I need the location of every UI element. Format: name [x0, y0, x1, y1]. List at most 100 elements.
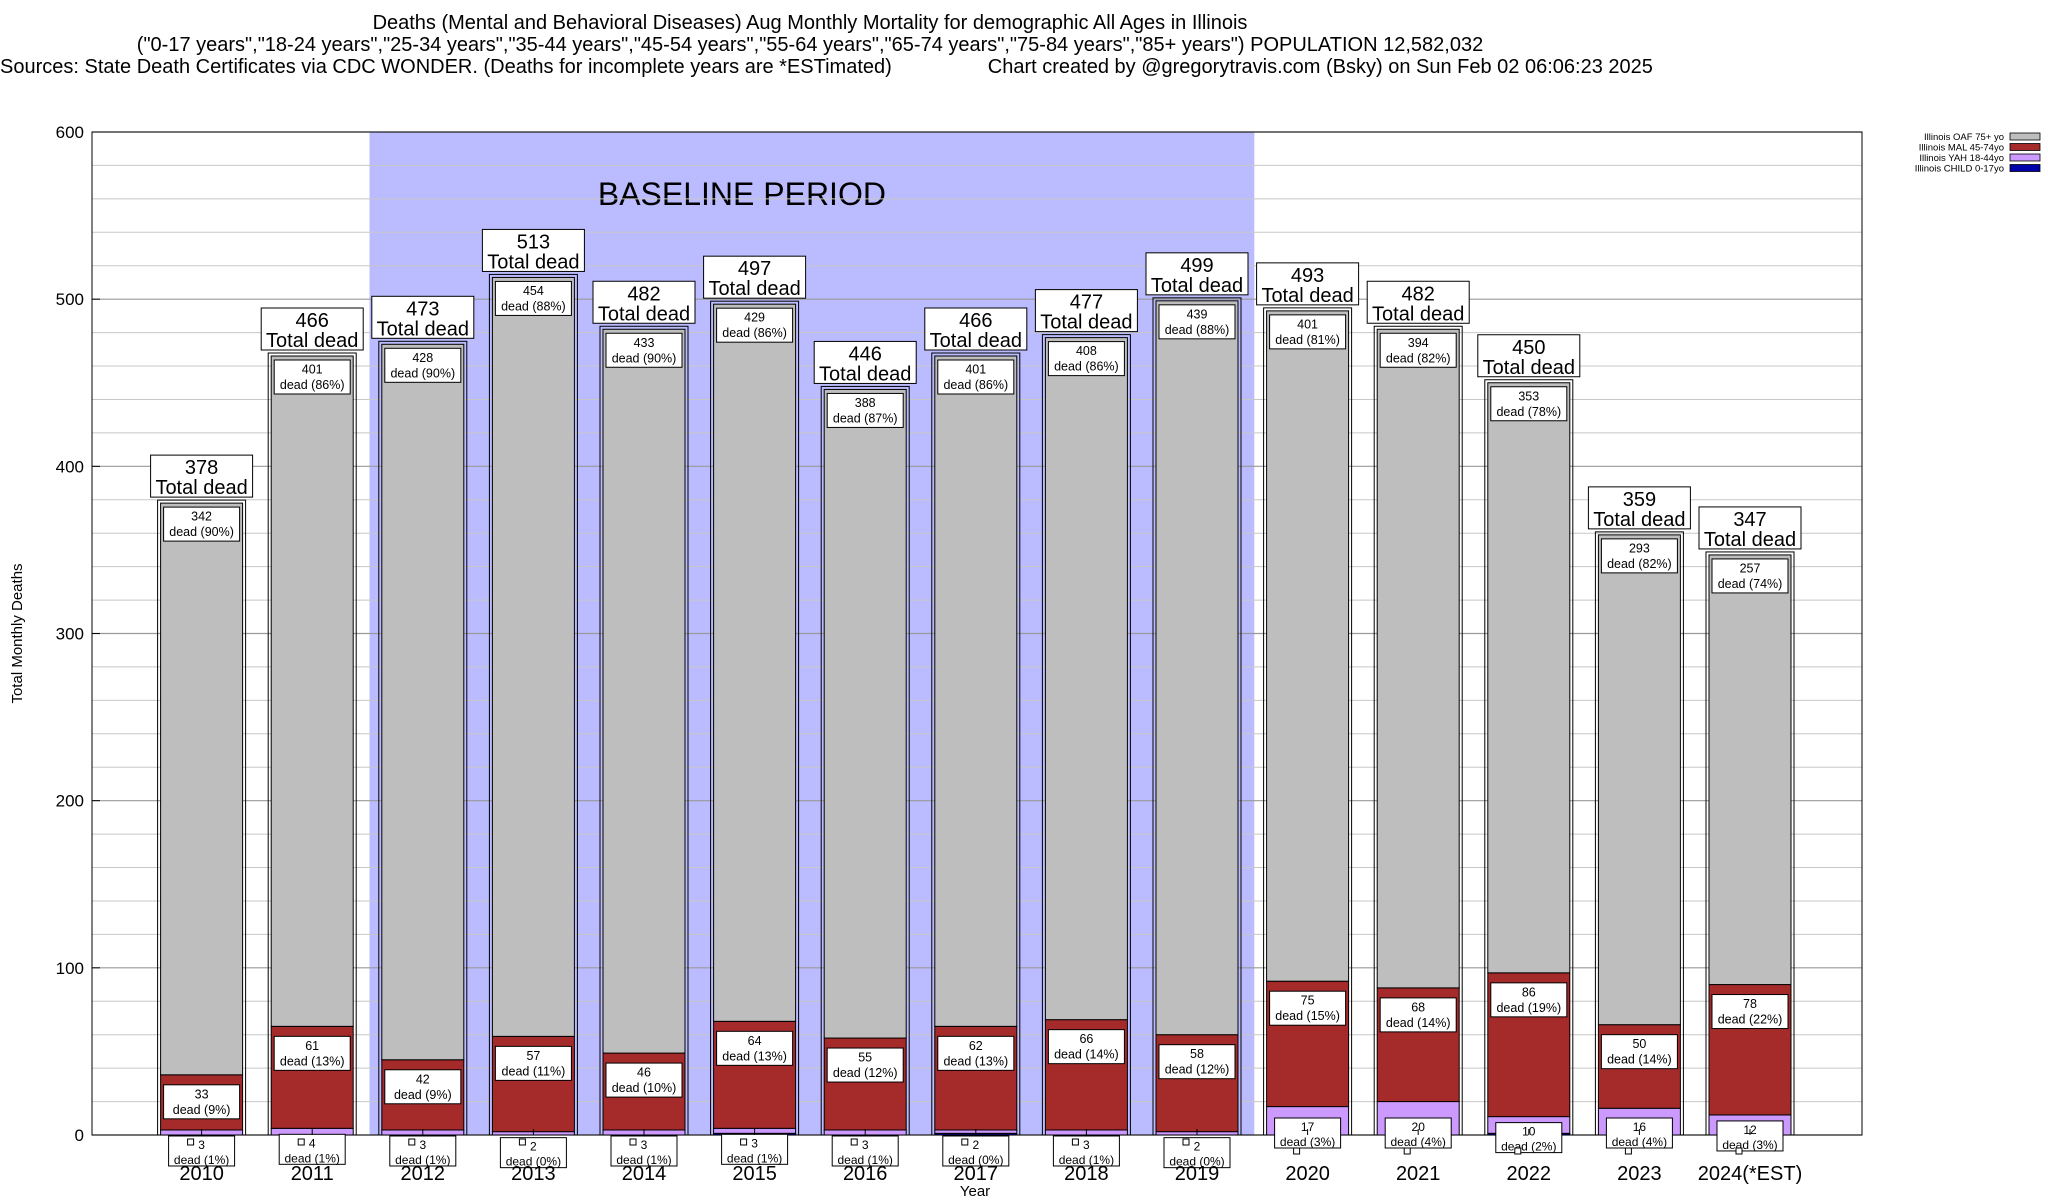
y-tick-label: 200	[56, 792, 84, 811]
mal-label-percent: dead (19%)	[1496, 1001, 1561, 1015]
chart-title: Deaths (Mental and Behavioral Diseases) …	[372, 12, 1248, 34]
legend-swatch	[2009, 164, 2041, 172]
x-tick-label: 2022	[1507, 1163, 1552, 1185]
legend-label: Illinois YAH 18-44yo	[1919, 153, 2004, 164]
total-label-suffix: Total dead	[930, 330, 1022, 352]
oaf-label-percent: dead (88%)	[1165, 323, 1230, 337]
mal-label-value: 33	[195, 1087, 209, 1101]
mal-label-percent: dead (13%)	[280, 1054, 345, 1068]
mal-label-percent: dead (12%)	[1165, 1063, 1230, 1077]
chart-sources: Sources: State Death Certificates via CD…	[0, 56, 892, 78]
bar-segment	[381, 343, 465, 1061]
mal-label-percent: dead (14%)	[1054, 1048, 1119, 1062]
yah-label-percent: dead (0%)	[1169, 1155, 1224, 1169]
total-label-suffix: Total dead	[1040, 312, 1132, 334]
total-label-suffix: Total dead	[487, 251, 579, 273]
yah-label-percent: dead (4%)	[1612, 1135, 1667, 1149]
mal-label-percent: dead (13%)	[943, 1054, 1008, 1068]
oaf-label-box	[163, 506, 241, 542]
y-tick-label: 300	[56, 625, 84, 644]
chart-sources-line: Sources: State Death Certificates via CD…	[0, 56, 1653, 78]
total-label-suffix: Total dead	[155, 477, 247, 499]
y-tick-label: 400	[56, 457, 84, 476]
mal-label-box	[826, 1047, 904, 1083]
total-label-box	[813, 340, 917, 384]
child-marker	[850, 1138, 858, 1146]
mal-label-percent: dead (14%)	[1607, 1053, 1672, 1067]
yah-label-value: 2	[530, 1140, 537, 1154]
oaf-label-percent: dead (82%)	[1607, 557, 1672, 571]
oaf-label-percent: dead (82%)	[1386, 351, 1451, 365]
oaf-label-value: 401	[302, 363, 323, 377]
oaf-label-box	[1711, 558, 1789, 594]
mal-label-value: 61	[305, 1039, 319, 1053]
mal-label-value: 55	[858, 1051, 872, 1065]
mal-label-box	[384, 1069, 462, 1105]
total-label-value: 347	[1733, 509, 1766, 531]
yah-label-value: 17	[1301, 1120, 1315, 1134]
bar-segment	[823, 388, 907, 1039]
total-label-box	[1698, 506, 1802, 550]
x-tick-label: 2024(*EST)	[1698, 1163, 1803, 1185]
bar-segment	[491, 276, 575, 1037]
oaf-label-box	[605, 332, 683, 368]
oaf-label-box	[937, 359, 1015, 395]
mal-label-percent: dead (12%)	[833, 1066, 898, 1080]
oaf-label-value: 293	[1629, 541, 1650, 555]
total-label-suffix: Total dead	[1261, 285, 1353, 307]
x-tick-label: 2016	[843, 1163, 888, 1185]
oaf-label-box	[1379, 332, 1457, 368]
oaf-label-percent: dead (74%)	[1718, 577, 1783, 591]
total-label-box	[592, 280, 696, 324]
y-axis-label: Total Monthly Deaths	[9, 563, 26, 703]
mal-label-box	[1711, 994, 1789, 1030]
yah-label-value: 4	[309, 1136, 316, 1150]
total-label-value: 450	[1512, 337, 1545, 359]
child-marker	[1293, 1147, 1301, 1155]
mal-label-box	[1269, 990, 1347, 1026]
mal-label-percent: dead (22%)	[1718, 1013, 1783, 1027]
mal-label-percent: dead (9%)	[173, 1103, 231, 1117]
yah-label-percent: dead (4%)	[1391, 1135, 1446, 1149]
legend-swatch	[2009, 153, 2041, 162]
yah-label-percent: dead (3%)	[1280, 1135, 1335, 1149]
mal-label-value: 64	[748, 1034, 762, 1048]
total-label-value: 482	[627, 283, 660, 305]
oaf-label-percent: dead (86%)	[722, 326, 787, 340]
yah-label-percent: dead (1%)	[395, 1153, 450, 1167]
yah-label-value: 3	[641, 1138, 648, 1152]
total-label-suffix: Total dead	[1483, 357, 1575, 379]
oaf-label-box	[384, 347, 462, 383]
oaf-label-value: 257	[1740, 561, 1761, 575]
child-marker	[1735, 1147, 1743, 1155]
x-tick-label: 2018	[1064, 1163, 1109, 1185]
total-label-box	[1366, 280, 1470, 324]
legend-label: Illinois MAL 45-74yo	[1919, 143, 2004, 154]
yah-label-percent: dead (3%)	[1722, 1138, 1777, 1152]
bar-segment	[1376, 328, 1460, 989]
yah-label-box	[499, 1137, 567, 1169]
total-label-box	[924, 307, 1028, 351]
total-label-suffix: Total dead	[598, 303, 690, 325]
chart-credit: Chart created by @gregorytravis.com (Bsk…	[987, 56, 1653, 78]
mal-label-box	[494, 1045, 572, 1081]
yah-label-percent: dead (0%)	[506, 1155, 561, 1169]
bar-segment	[1708, 554, 1792, 986]
mal-label-box	[605, 1062, 683, 1098]
yah-label-percent: dead (1%)	[174, 1153, 229, 1167]
child-marker	[629, 1138, 637, 1146]
total-label-suffix: Total dead	[266, 330, 358, 352]
child-marker	[187, 1138, 195, 1146]
bar-segment	[1266, 310, 1350, 982]
yah-label-box	[610, 1135, 678, 1167]
yah-label-box	[721, 1133, 789, 1165]
yah-label-value: 3	[419, 1138, 426, 1152]
x-tick-label: 2013	[511, 1163, 556, 1185]
oaf-label-value: 342	[191, 510, 212, 524]
total-label-value: 466	[959, 310, 992, 332]
total-label-box	[703, 255, 807, 299]
total-label-box	[1145, 252, 1249, 296]
mal-label-value: 46	[637, 1066, 651, 1080]
oaf-label-value: 401	[965, 363, 986, 377]
legend-swatch	[2009, 143, 2041, 151]
